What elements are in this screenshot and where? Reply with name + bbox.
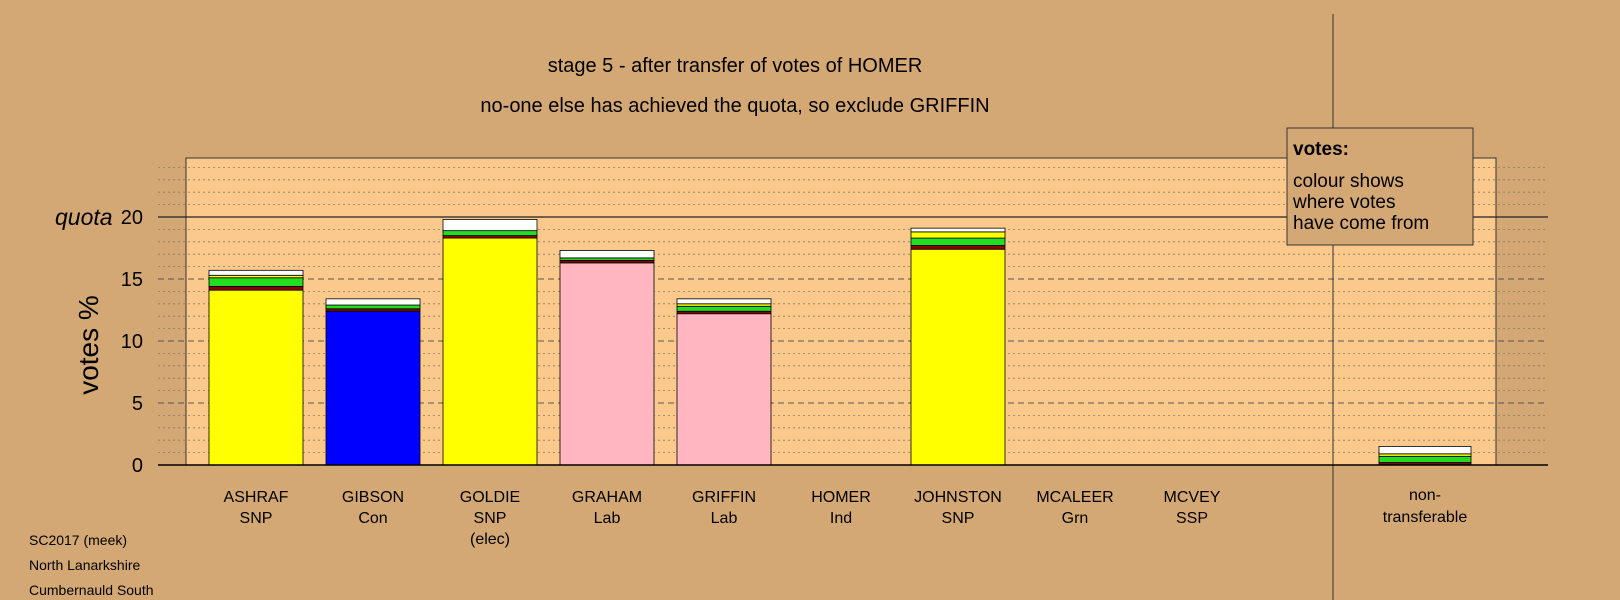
bar-segment	[325, 304, 421, 310]
bar-segment	[208, 277, 304, 287]
bar-segment	[910, 248, 1006, 466]
non-transferable-label: non-	[1409, 487, 1441, 504]
bar-segment	[676, 313, 772, 466]
footer-ward: Cumbernauld South	[29, 582, 154, 598]
category-party-label: Ind	[830, 510, 852, 527]
category-name-label: MCVEY	[1164, 489, 1221, 506]
y-tick-label: 0	[132, 455, 143, 477]
chart-title: stage 5 - after transfer of votes of HOM…	[548, 55, 923, 77]
quota-label: quota	[55, 204, 113, 230]
category-name-label: GOLDIE	[460, 489, 520, 506]
category-name-label: GRAHAM	[572, 489, 642, 506]
category-name-label: ASHRAF	[224, 489, 289, 506]
category-note-label: (elec)	[470, 531, 510, 548]
legend-text-line: where votes	[1292, 192, 1395, 213]
bar-segment	[559, 250, 655, 259]
category-party-label: Con	[358, 510, 387, 527]
legend-text-line: have come from	[1293, 213, 1429, 234]
y-tick-label: 15	[121, 269, 143, 291]
bar-segment	[325, 298, 421, 306]
legend-box	[1286, 127, 1474, 246]
chart-subtitle: no-one else has achieved the quota, so e…	[480, 95, 989, 117]
category-name-label: JOHNSTON	[914, 489, 1002, 506]
category-name-label: MCALEER	[1036, 489, 1113, 506]
non-transferable-bar-segment	[1378, 445, 1472, 455]
category-name-label: HOMER	[811, 489, 871, 506]
bar-segment	[910, 231, 1006, 239]
bar-segment	[676, 298, 772, 305]
bar-segment	[325, 310, 421, 466]
bar-segment	[910, 227, 1006, 233]
legend-title: votes:	[1293, 139, 1349, 160]
non-transferable-label: transferable	[1383, 509, 1468, 526]
y-tick-label: 5	[132, 393, 143, 415]
category-name-label: GRIFFIN	[692, 489, 756, 506]
bar-segment	[208, 286, 304, 291]
legend-text-line: colour shows	[1293, 171, 1404, 192]
y-tick-label: 20	[121, 207, 143, 229]
y-axis-label: votes %	[73, 295, 104, 395]
category-party-label: Lab	[711, 510, 738, 527]
footer-council: North Lanarkshire	[29, 557, 141, 573]
bar-segment	[910, 245, 1006, 250]
category-party-label: SNP	[942, 510, 975, 527]
category-party-label: Lab	[594, 510, 621, 527]
bar-segment	[208, 269, 304, 276]
bar-segment	[208, 289, 304, 466]
bar-segment	[559, 262, 655, 466]
category-party-label: Grn	[1062, 510, 1089, 527]
category-party-label: SNP	[240, 510, 273, 527]
non-transferable-bar-segment	[1378, 455, 1472, 463]
category-name-label: GIBSON	[342, 489, 404, 506]
y-tick-label: 10	[121, 331, 143, 353]
bar-segment	[442, 230, 538, 236]
bar-segment	[442, 219, 538, 232]
category-party-label: SNP	[474, 510, 507, 527]
bar-segment	[442, 237, 538, 466]
bar-segment	[910, 237, 1006, 246]
category-party-label: SSP	[1176, 510, 1208, 527]
bar-segment	[676, 305, 772, 312]
footer-election: SC2017 (meek)	[29, 532, 128, 548]
